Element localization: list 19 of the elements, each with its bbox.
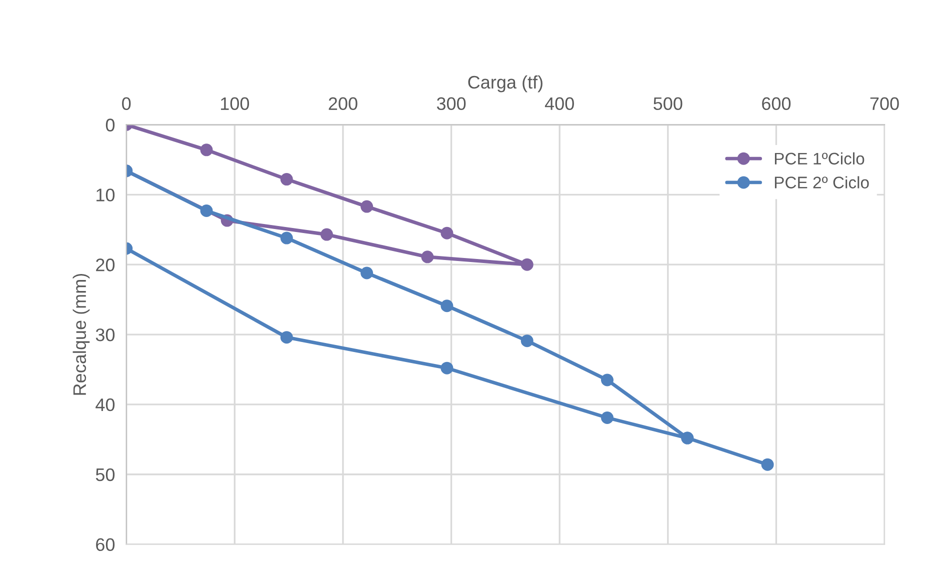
x-tick-label: 700	[870, 97, 899, 110]
y-tick-label: 40	[96, 398, 115, 412]
y-tick-label: 30	[96, 328, 115, 342]
y-tick-label: 50	[96, 468, 115, 482]
x-tick-label: 500	[654, 97, 682, 110]
y-tick-label: 60	[96, 538, 115, 552]
legend-label: PCE 1ºCiclo	[774, 152, 864, 165]
y-tick-label: 10	[96, 188, 115, 202]
x-tick-label: 200	[328, 97, 358, 110]
y-tick-label: 20	[96, 258, 115, 272]
x-axis-title: Carga (tf)	[468, 75, 542, 92]
x-tick-label: 400	[544, 97, 574, 110]
y-tick-label: 0	[106, 118, 115, 132]
x-tick-label: 300	[436, 97, 466, 110]
legend-label: PCE 2º Ciclo	[774, 176, 869, 188]
x-tick-label: 600	[762, 97, 791, 110]
y-axis-title: Recalque (mm)	[72, 274, 90, 395]
x-tick-label: 0	[122, 97, 131, 110]
x-tick-label: 100	[220, 97, 250, 110]
